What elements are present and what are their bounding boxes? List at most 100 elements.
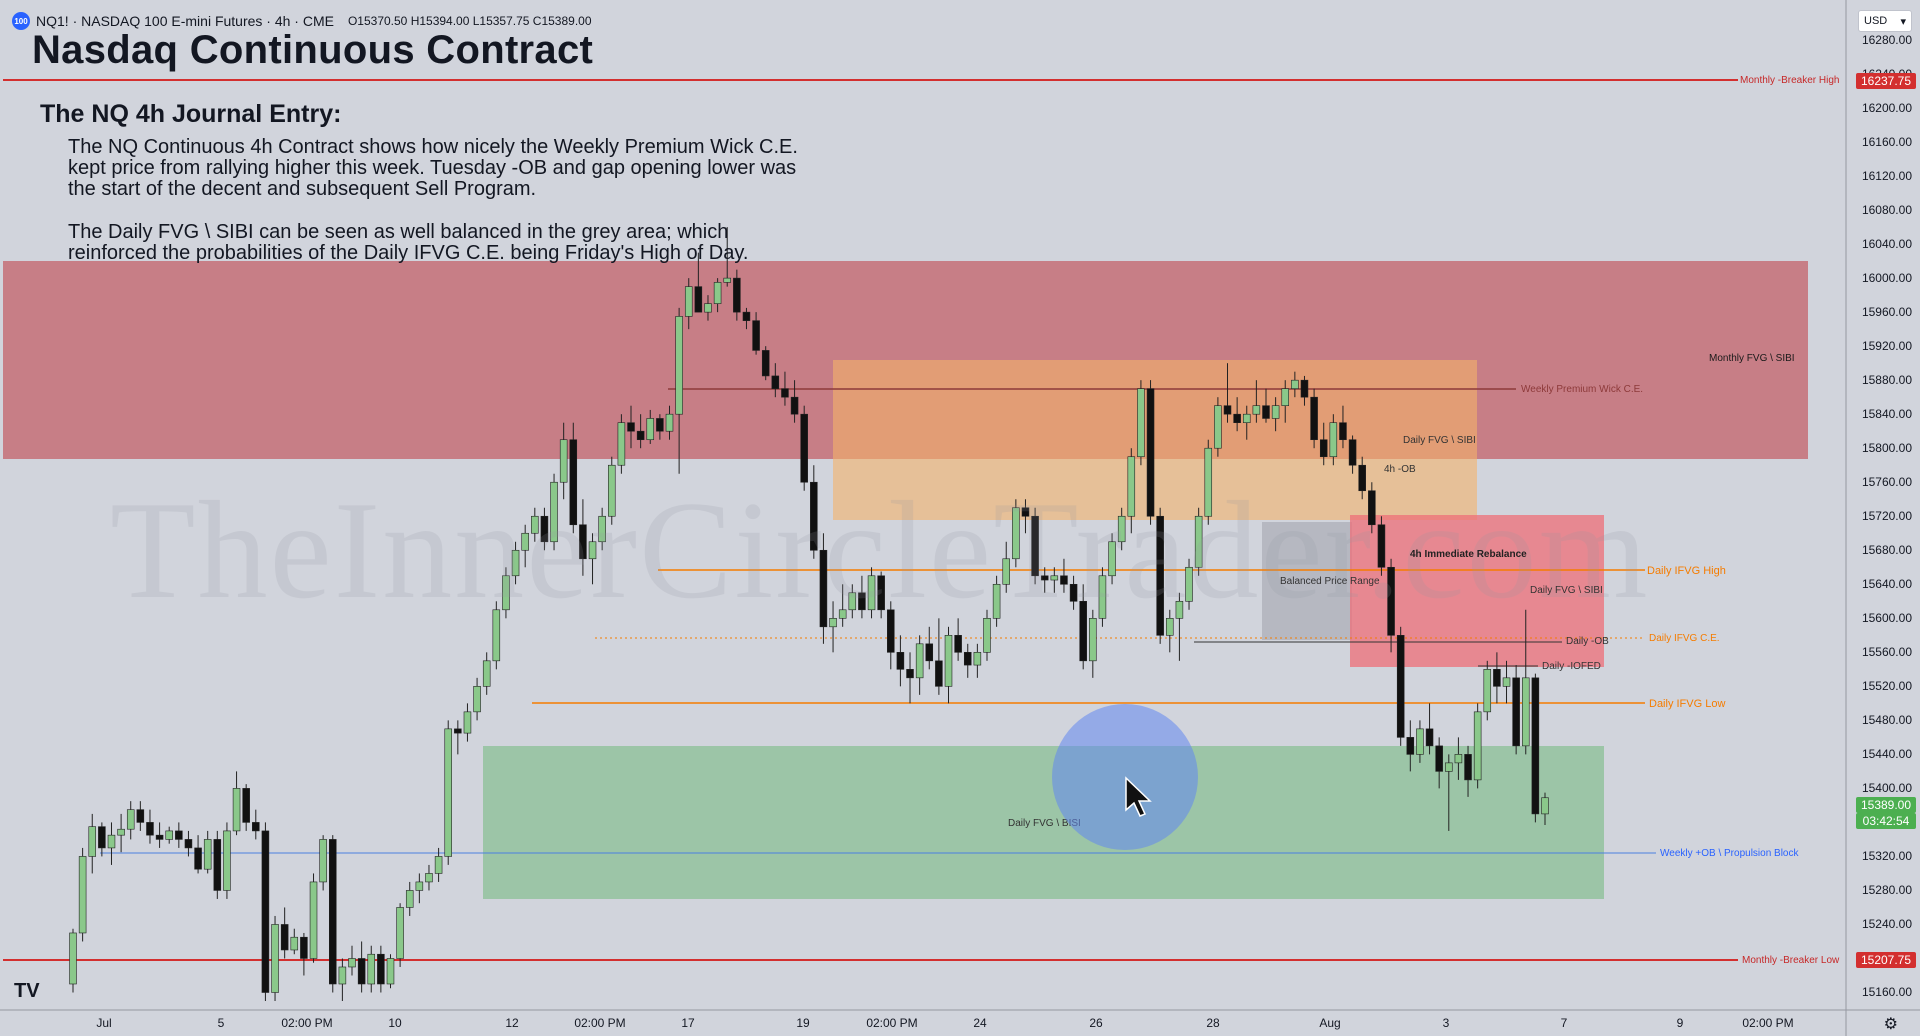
candle-body: [559, 439, 568, 483]
candle: [261, 822, 270, 1001]
price-axis-label: 16120.00: [1861, 169, 1912, 184]
candle: [992, 575, 1001, 627]
candle-body: [867, 575, 876, 611]
candle-body: [223, 830, 231, 891]
candle-body: [69, 932, 77, 985]
candle-body: [656, 418, 664, 432]
candle: [1050, 567, 1059, 593]
candle: [684, 278, 693, 330]
candle: [1214, 397, 1222, 457]
candle-body: [1291, 379, 1299, 389]
candle-body: [1166, 618, 1174, 636]
symbol-description[interactable]: NQ1! · NASDAQ 100 E-mini Futures · 4h · …: [36, 13, 334, 29]
candle-body: [627, 422, 635, 432]
candle-body: [1464, 754, 1472, 781]
candle: [1223, 363, 1232, 423]
candle: [136, 801, 145, 831]
candle-body: [463, 711, 472, 734]
candle-body: [1425, 728, 1434, 747]
candle: [1377, 516, 1386, 576]
candle-body: [906, 669, 914, 679]
candle: [627, 405, 635, 449]
candle: [1502, 660, 1511, 704]
candle-body: [858, 592, 866, 611]
daily-ifvg-ce-label: Daily IFVG C.E.: [1649, 633, 1720, 644]
candle: [1310, 388, 1318, 449]
candle-body: [434, 856, 443, 874]
candle: [569, 422, 578, 534]
candle-body: [136, 809, 145, 823]
candle: [1194, 507, 1203, 576]
candle-body: [1214, 405, 1222, 449]
candle: [1175, 592, 1184, 661]
candle-body: [1348, 439, 1357, 466]
candle: [1233, 397, 1241, 432]
candle-body: [1252, 405, 1261, 415]
time-axis-label: 02:00 PM: [866, 1016, 918, 1030]
candle-body: [684, 286, 693, 317]
price-axis-label: 16040.00: [1861, 237, 1912, 252]
candle: [319, 835, 327, 891]
tradingview-logo[interactable]: TV: [14, 980, 40, 1002]
candle-body: [579, 524, 587, 560]
monthly-fvg-label: Monthly FVG \ SIBI: [1709, 353, 1795, 364]
candle: [1358, 456, 1366, 500]
candle-body: [588, 541, 597, 560]
settings-icon[interactable]: ⚙: [1883, 1016, 1898, 1033]
symbol-info[interactable]: 100 NQ1! · NASDAQ 100 E-mini Futures · 4…: [12, 12, 592, 30]
candle: [896, 635, 905, 687]
candle-body: [1396, 635, 1405, 738]
candle: [579, 499, 587, 576]
candle: [1262, 388, 1270, 423]
candle-body: [1416, 728, 1424, 755]
candle-body: [329, 839, 337, 985]
candle: [742, 307, 751, 330]
time-axis-label: 7: [1560, 1016, 1568, 1030]
currency-select[interactable]: USD ▾: [1858, 10, 1912, 32]
candle: [155, 822, 164, 848]
candle: [377, 945, 385, 993]
candle: [1271, 397, 1280, 432]
candle-body: [1223, 405, 1232, 415]
candle: [107, 822, 116, 865]
candle-body: [290, 936, 299, 951]
breaker-high-price-tag: 16237.75: [1856, 73, 1916, 89]
daily-fvg-sibi-top-label: Daily FVG \ SIBI: [1403, 435, 1476, 446]
candle-body: [915, 643, 924, 679]
candle-body: [944, 635, 953, 687]
candle: [550, 473, 558, 551]
candle: [944, 626, 953, 704]
price-axis-label: 15720.00: [1861, 509, 1912, 524]
candle: [194, 835, 202, 874]
candle-body: [810, 481, 818, 551]
candle: [1281, 380, 1289, 423]
price-axis-label: 15840.00: [1861, 407, 1912, 422]
symbol-logo-icon: 100: [12, 12, 30, 30]
candle-body: [309, 881, 318, 959]
candle-body: [887, 609, 895, 653]
candle-body: [1435, 745, 1443, 772]
candle-body: [617, 422, 626, 466]
candle: [1291, 371, 1299, 398]
candle-body: [1156, 515, 1164, 636]
daily-iofed-label: Daily -IOFED: [1542, 661, 1601, 672]
candle-body: [280, 924, 289, 951]
candle: [386, 954, 395, 989]
daily-ifvg-high-label: Daily IFVG High: [1647, 565, 1726, 577]
price-axis-label: 15440.00: [1861, 747, 1912, 762]
daily-fvg-sibi-right-label: Daily FVG \ SIBI: [1530, 585, 1603, 596]
immediate-rebalance-label: 4h Immediate Rebalance: [1410, 549, 1527, 560]
candle: [848, 584, 857, 619]
candle: [367, 945, 376, 993]
daily-fvg-sibi-top-zone: [833, 360, 1477, 520]
candle-body: [377, 953, 385, 985]
candle: [1040, 567, 1049, 593]
candle: [1473, 703, 1482, 789]
price-axis-label: 15480.00: [1861, 713, 1912, 728]
candle: [473, 677, 481, 721]
monthly-breaker-low-label: Monthly -Breaker Low: [1742, 955, 1840, 966]
candle: [175, 822, 183, 848]
candle: [598, 507, 606, 551]
candle-body: [425, 873, 433, 883]
